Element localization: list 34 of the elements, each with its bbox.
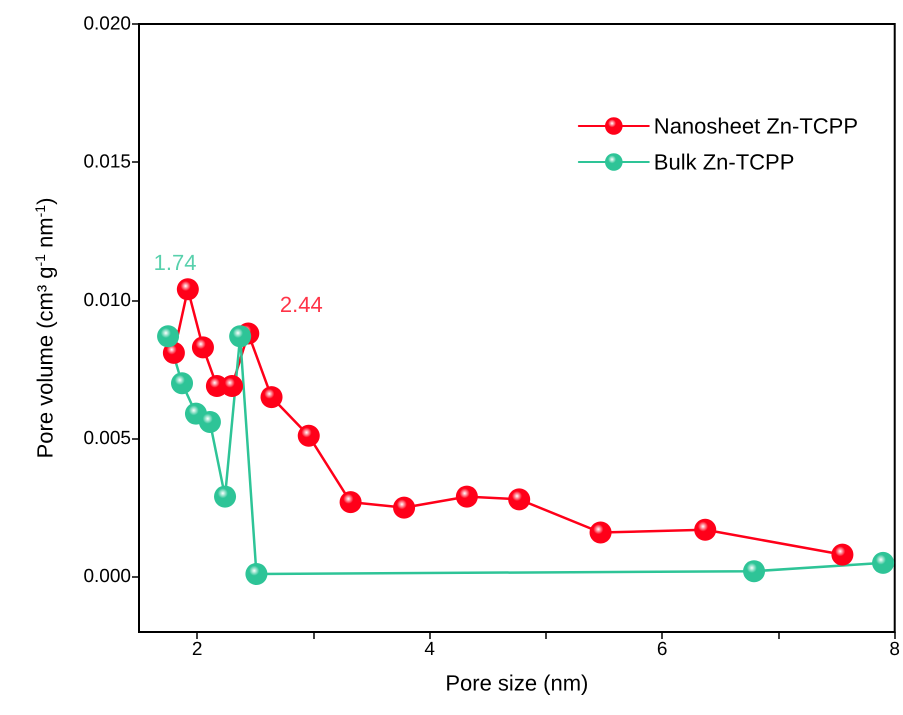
point [456,486,478,508]
x-tick-label: 4 [424,639,436,660]
y-tick-label: 0.000 [83,566,131,588]
x-axis-title: Pore size (nm) [445,670,588,696]
point [831,544,854,566]
point [214,486,236,508]
point [393,496,416,519]
point [198,410,221,433]
legend-label: Bulk Zn-TCPP [654,150,794,174]
y-tick-label: 0.010 [83,290,131,311]
point [171,372,194,394]
x-tick-label: 8 [889,639,900,660]
point [340,491,362,514]
point [508,488,530,510]
annotation: 1.74 [154,250,196,275]
point [872,552,894,574]
y-tick-label: 0.005 [83,428,131,450]
x-tick-label: 6 [656,639,668,660]
y-tick-label: 0.015 [83,152,131,173]
point [298,424,320,447]
annotation: 2.44 [280,292,323,318]
point [192,336,214,358]
point [245,562,268,585]
point [260,386,283,408]
point [229,325,252,348]
point [176,278,199,300]
y-tick-label: 0.020 [83,14,131,34]
legend-label: Nanosheet Zn-TCPP [654,114,858,138]
point [157,325,180,348]
x-tick-label: 2 [192,639,202,660]
point [694,518,716,541]
point [590,522,612,544]
point [743,560,766,582]
y-axis-title: Pore volume (cm³ g-1 nm-1) [32,198,58,458]
